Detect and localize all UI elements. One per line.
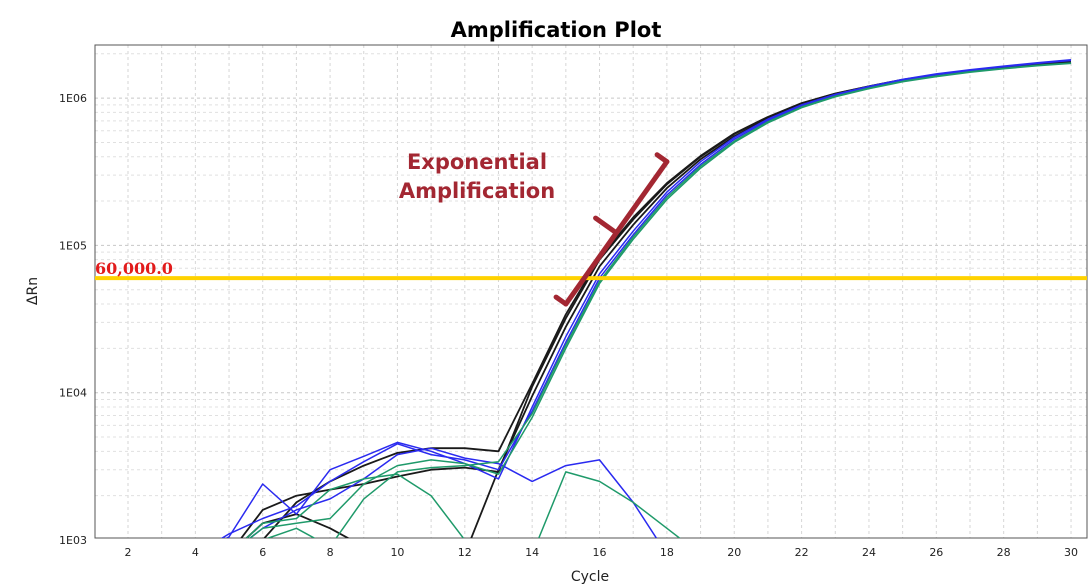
x-tick-label: 16 (593, 546, 607, 559)
y-tick-label: 1E05 (59, 239, 87, 252)
y-tick-label: 1E03 (59, 534, 87, 547)
chart-title: Amplification Plot (451, 18, 662, 42)
x-tick-label: 18 (660, 546, 674, 559)
x-axis-label: Cycle (571, 569, 609, 585)
x-tick-label: 26 (929, 546, 943, 559)
annotation-bracket (553, 152, 670, 307)
annotation-line-1: Exponential (407, 150, 547, 174)
x-tick-label: 6 (259, 546, 266, 559)
exponential-annotation: Exponential Amplification (399, 150, 670, 307)
series-line-5 (220, 59, 1072, 538)
x-tick-labels: 2 4 6 8 10 12 14 16 18 20 22 24 26 28 30 (125, 546, 1079, 559)
threshold-label: 60,000.0 (95, 259, 173, 278)
y-tick-label: 1E06 (59, 92, 87, 105)
x-tick-label: 30 (1064, 546, 1078, 559)
x-tick-label: 22 (795, 546, 809, 559)
y-tick-label: 1E04 (59, 387, 87, 400)
series-line-2 (263, 60, 1072, 538)
series-line-3 (245, 61, 1072, 538)
x-tick-label: 24 (862, 546, 876, 559)
bracket-end-top (654, 152, 670, 165)
x-tick-label: 10 (390, 546, 404, 559)
x-tick-label: 28 (997, 546, 1011, 559)
x-tick-label: 12 (458, 546, 472, 559)
grid (95, 45, 1087, 538)
x-tick-label: 14 (525, 546, 539, 559)
x-tick-label: 20 (727, 546, 741, 559)
x-tick-label: 4 (192, 546, 199, 559)
plot-area-border (94, 44, 1088, 539)
bracket-end-bottom (553, 294, 569, 307)
bracket-center (593, 215, 619, 236)
series-lines (220, 59, 1072, 538)
annotation-line-2: Amplification (399, 179, 555, 203)
y-tick-labels: 1E03 1E04 1E05 1E06 (59, 92, 87, 547)
series-line-8 (266, 62, 1072, 538)
threshold: 60,000.0 (95, 259, 1087, 281)
series-line-4 (225, 59, 1072, 538)
series-line-9 (245, 471, 681, 538)
x-tick-label: 8 (327, 546, 334, 559)
series-line-1 (240, 61, 1072, 538)
x-tick-label: 2 (125, 546, 132, 559)
y-axis-label: ΔRn (25, 277, 41, 305)
